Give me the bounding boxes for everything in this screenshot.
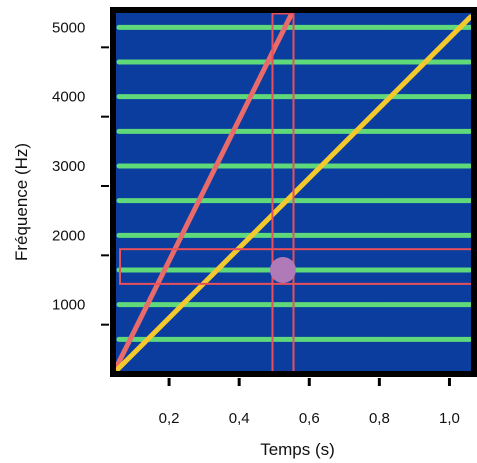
x-tick-label: 0,4 bbox=[229, 410, 250, 427]
x-axis-title: Temps (s) bbox=[260, 440, 335, 459]
y-axis-title: Fréquence (Hz) bbox=[12, 143, 31, 261]
x-axis-ticks: 0,2 0,4 0,6 0,8 1,0 bbox=[159, 378, 460, 427]
y-tick-label: 2000 bbox=[52, 227, 85, 244]
plot-frame bbox=[110, 7, 477, 377]
y-tick-label: 1000 bbox=[52, 297, 85, 314]
marker-layer bbox=[269, 257, 296, 283]
series-lines bbox=[110, 10, 473, 377]
y-tick-label: 5000 bbox=[52, 19, 85, 36]
series-line bbox=[110, 10, 295, 377]
x-tick-label: 1,0 bbox=[439, 410, 460, 427]
intersection-marker bbox=[269, 257, 296, 283]
x-tick-label: 0,6 bbox=[299, 410, 320, 427]
series-line bbox=[110, 14, 473, 377]
y-tick-label: 4000 bbox=[52, 89, 85, 106]
y-axis-ticks: 1000 2000 3000 4000 5000 bbox=[52, 19, 109, 326]
x-tick-label: 0,2 bbox=[159, 410, 180, 427]
x-tick-label: 0,8 bbox=[369, 410, 390, 427]
y-tick-label: 3000 bbox=[52, 158, 85, 175]
